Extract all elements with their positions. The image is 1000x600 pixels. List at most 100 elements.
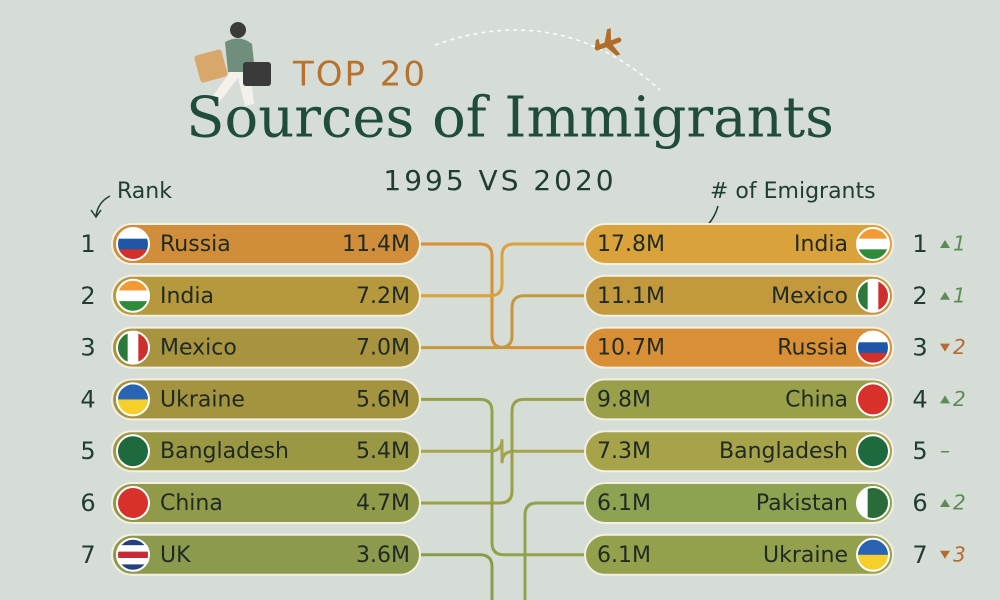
row-pill (584, 533, 894, 576)
row: 4 Ukraine 5.6M (80, 378, 421, 421)
flag (117, 279, 149, 312)
flag (857, 279, 889, 312)
value: 6.1M (597, 543, 651, 568)
plane-icon (594, 28, 622, 56)
row: 2 Mexico 11.1M 1 (584, 274, 966, 317)
flag-stripe (117, 331, 129, 364)
connector (420, 294, 585, 350)
rank: 4 (912, 385, 927, 413)
value: 7.0M (356, 336, 410, 361)
flag-stripe (117, 238, 149, 250)
country: Mexico (771, 284, 848, 309)
rank-change: 2 (953, 335, 966, 359)
rank-change: 1 (953, 283, 966, 307)
row-pill (111, 430, 421, 473)
change-arrow-down (940, 343, 950, 352)
flag-border (856, 486, 890, 520)
row: 5 Bangladesh 5.4M (80, 430, 421, 473)
kicker: TOP 20 (292, 55, 427, 95)
country: UK (160, 543, 191, 568)
flag-stripe (857, 249, 889, 260)
connector (420, 397, 585, 557)
flag-stripe (867, 487, 879, 519)
rank: 7 (912, 541, 927, 569)
rank: 2 (80, 282, 95, 310)
row-pill (111, 533, 421, 576)
country: Russia (777, 336, 848, 361)
row-pill (584, 482, 894, 524)
rank: 5 (912, 437, 927, 465)
flag (117, 228, 149, 260)
flag-stripe (878, 487, 889, 519)
flag (117, 538, 149, 571)
flag-border (856, 382, 890, 417)
connector (420, 242, 585, 298)
flag-stripe (117, 301, 149, 312)
row-pill (584, 274, 894, 317)
country: Bangladesh (719, 439, 848, 464)
rank: 6 (80, 489, 95, 517)
flag-stripe (857, 342, 889, 354)
flag-stripe (857, 279, 869, 312)
rank: 2 (912, 282, 927, 310)
country: Pakistan (756, 491, 848, 516)
flag-border (116, 537, 150, 572)
rank-change: 3 (953, 542, 966, 566)
change-arrow-up (940, 240, 950, 248)
row-pill (111, 223, 421, 265)
value: 11.4M (342, 232, 410, 257)
flag-stripe (857, 554, 889, 571)
flag-stripe (117, 564, 149, 571)
flag-border (116, 330, 150, 365)
flag-stripe (857, 331, 889, 343)
rank-change: 1 (953, 232, 966, 256)
rank: 6 (912, 489, 927, 517)
country: Mexico (160, 336, 237, 361)
change-arrow-up (940, 291, 950, 300)
flag-border (856, 227, 890, 261)
rank: 7 (80, 541, 95, 569)
value: 6.1M (597, 491, 651, 516)
row: 5 Bangladesh 7.3M – (584, 430, 950, 473)
row-pill (111, 378, 421, 421)
flag-border (116, 227, 150, 261)
flag-border (856, 330, 890, 365)
row-pill (111, 326, 421, 369)
row-pill (111, 482, 421, 524)
value: 4.7M (356, 491, 410, 516)
flag (117, 331, 149, 364)
flag-border (116, 278, 150, 313)
flag-stripe (878, 279, 889, 312)
emigrants-label: # of Emigrants (710, 179, 876, 204)
title: Sources of Immigrants (186, 86, 834, 151)
flag-stripe (117, 551, 149, 559)
subtitle: 1995 VS 2020 (383, 164, 616, 197)
flag (857, 487, 889, 519)
rank: 1 (80, 230, 95, 258)
flag-stripe (117, 290, 149, 302)
row: 2 India 7.2M (80, 274, 421, 317)
row: 7 UK 3.6M (80, 533, 421, 576)
value: 10.7M (597, 336, 665, 361)
flag (857, 538, 889, 571)
flag-border (856, 537, 890, 572)
rank: 4 (80, 385, 95, 413)
value: 3.6M (356, 543, 410, 568)
row: 4 China 9.8M 2 (584, 378, 966, 421)
country: Russia (160, 232, 231, 257)
value: 9.8M (597, 387, 651, 412)
flag-border (116, 434, 150, 469)
country: India (794, 232, 848, 257)
connector (420, 397, 585, 505)
rank-change: – (940, 439, 950, 463)
row-pill (584, 326, 894, 369)
row: 1 Russia 11.4M (80, 223, 421, 265)
flag-stripe (127, 331, 139, 364)
change-arrow-up (940, 499, 950, 507)
flag-stripe (867, 279, 879, 312)
rank: 3 (80, 334, 95, 362)
value: 17.8M (597, 232, 665, 257)
flag-stripe (857, 538, 889, 556)
change-arrow-down (940, 550, 950, 559)
